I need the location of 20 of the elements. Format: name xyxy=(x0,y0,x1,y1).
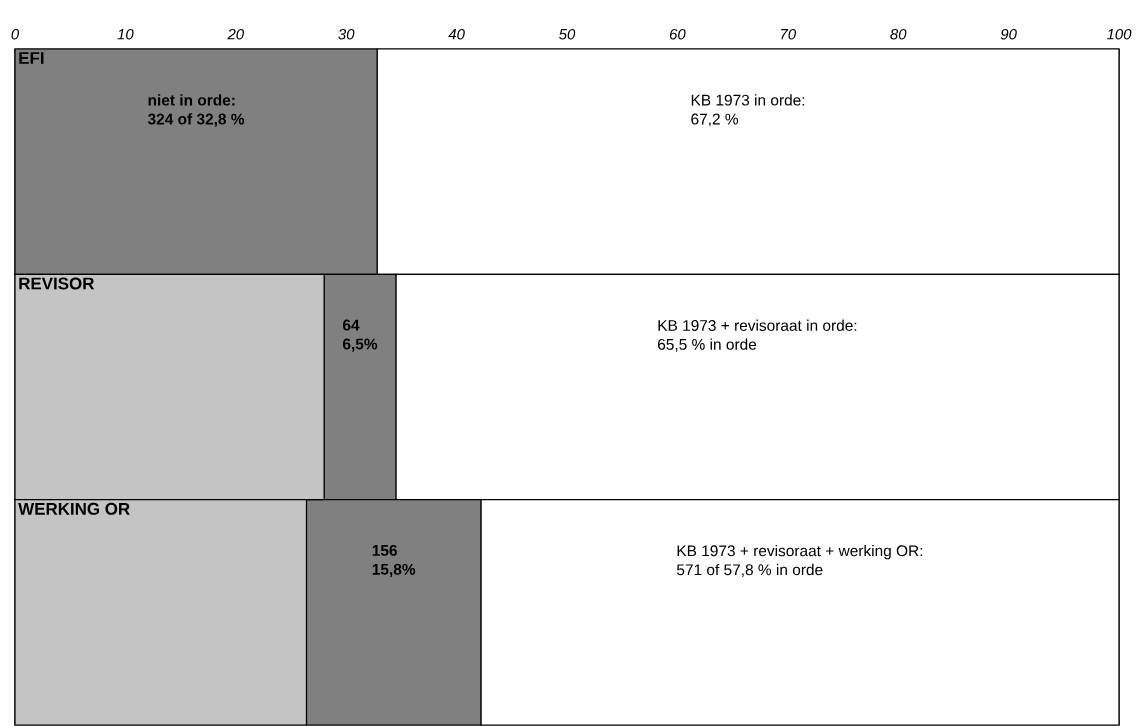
y-tick-label: REVISOR xyxy=(19,277,95,290)
y-tick-label: WERKING OR xyxy=(18,502,130,515)
x-tick-label: 10 xyxy=(117,28,134,40)
data-label: KB 1973 + revisoraat in orde: 65,5 % in orde xyxy=(658,319,857,352)
x-tick-label: 30 xyxy=(338,28,355,40)
data-label: KB 1973 + revisoraat + werking OR: 571 of 57,8 % in orde xyxy=(676,544,923,578)
x-tick-label: 50 xyxy=(559,28,576,40)
y-tick-label: EFI xyxy=(19,52,44,64)
x-tick-label: 40 xyxy=(448,28,465,40)
data-label: niet in orde: 324 of 32,8 % xyxy=(147,94,245,127)
x-tick-label: 60 xyxy=(669,28,686,40)
x-tick-label: 90 xyxy=(1000,28,1017,40)
data-label: 156 15,8% xyxy=(372,544,416,578)
x-tick-label: 100 xyxy=(1106,28,1132,40)
data-label: KB 1973 in orde: 67,2 % xyxy=(691,94,805,127)
x-tick-label: 0 xyxy=(11,28,20,40)
data-label: 64 6,5% xyxy=(342,319,378,352)
x-tick-label: 70 xyxy=(781,28,796,40)
x-tick-label: 20 xyxy=(227,28,244,40)
x-tick-label: 80 xyxy=(890,28,907,40)
